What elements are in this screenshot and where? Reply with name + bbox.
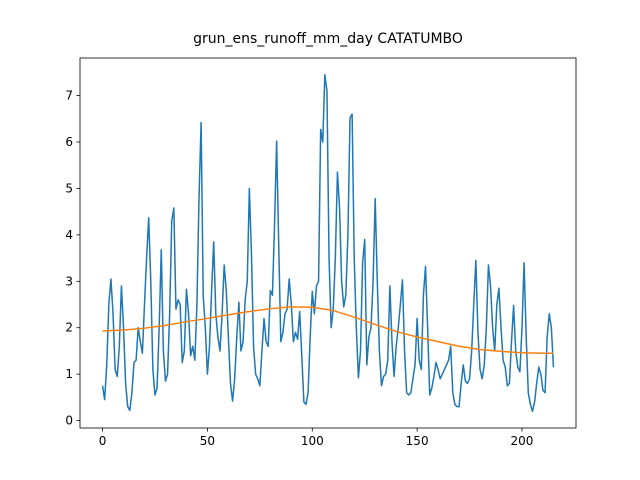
chart-title: grun_ens_runoff_mm_day CATATUMBO xyxy=(193,31,463,47)
y-tick-label: 5 xyxy=(65,181,73,195)
x-tick-label: 50 xyxy=(200,434,215,448)
y-tick-label: 6 xyxy=(65,135,73,149)
data-line xyxy=(101,73,555,413)
x-tick-label: 200 xyxy=(511,434,534,448)
x-tick-label: 0 xyxy=(99,434,107,448)
y-tick-label: 2 xyxy=(65,321,73,335)
data-line xyxy=(102,306,554,355)
y-tick-label: 0 xyxy=(65,414,73,428)
y-tick-label: 7 xyxy=(65,89,73,103)
y-tick-label: 4 xyxy=(65,228,73,242)
y-tick-label: 3 xyxy=(65,274,73,288)
y-tick-label: 1 xyxy=(65,367,73,381)
plot-frame xyxy=(79,57,577,429)
x-tick-label: 150 xyxy=(406,434,429,448)
x-tick-label: 100 xyxy=(301,434,324,448)
